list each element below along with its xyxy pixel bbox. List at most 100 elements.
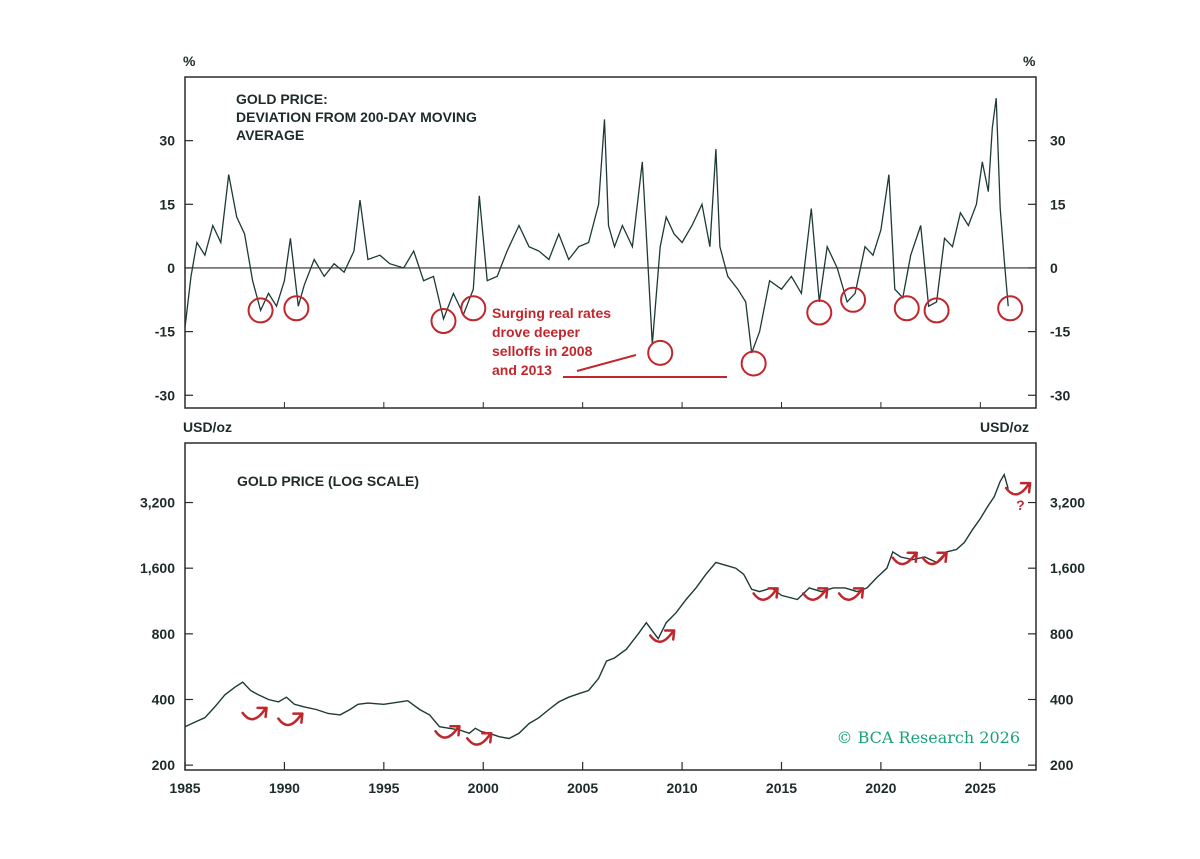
rebound-arrow-curve (837, 589, 863, 601)
rebound-arrow (891, 551, 919, 566)
top-y-tick-label-left: -30 (155, 387, 175, 403)
top-title-line: DEVIATION FROM 200-DAY MOVING (236, 109, 477, 125)
x-tick-label: 2005 (567, 780, 598, 796)
top-panel-frame (184, 76, 1037, 409)
rebound-arrow-head (256, 706, 268, 719)
question-mark: ? (1016, 497, 1025, 513)
selloff-circle (893, 295, 920, 322)
rebound-arrow-curve (466, 734, 491, 746)
x-tick-label: 1995 (368, 780, 399, 796)
selloff-circle (923, 297, 950, 324)
rebound-arrow (752, 587, 779, 601)
bottom-panel-title: GOLD PRICE (LOG SCALE) (237, 473, 419, 489)
top-y-tick-label-right: 0 (1050, 260, 1058, 276)
bottom-y-tick-label-right: 800 (1050, 626, 1074, 642)
x-tick-label: 2000 (468, 780, 499, 796)
rebound-arrow-curve (891, 553, 917, 566)
top-y-tick-label-left: 30 (159, 133, 175, 149)
rebound-arrow-curve (241, 708, 266, 721)
selloff-circle (997, 295, 1024, 322)
x-tick-label: 1985 (169, 780, 200, 796)
bottom-y-tick-label-left: 800 (152, 626, 176, 642)
top-y-tick-label-left: 15 (159, 196, 175, 212)
rebound-arrow-head (481, 732, 493, 744)
rebound-arrow-head (292, 712, 304, 724)
top-y-tick-label-left: -15 (155, 324, 175, 340)
rebound-arrow-head (449, 725, 461, 737)
selloff-circle (647, 339, 674, 366)
rebound-arrow-head (767, 587, 779, 599)
rebound-arrow-curve (921, 553, 946, 566)
bottom-unit-right: USD/oz (980, 419, 1029, 435)
rebound-arrow-curve (802, 589, 827, 601)
bottom-unit-left: USD/oz (183, 419, 232, 435)
x-tick-label: 2020 (865, 780, 896, 796)
rebound-arrow (434, 725, 461, 739)
top-panel-title: GOLD PRICE: DEVIATION FROM 200-DAY MOVIN… (236, 91, 481, 143)
bottom-y-tick-label-left: 200 (152, 757, 176, 773)
annotation-pointer-2008 (576, 354, 637, 372)
selloff-circle (740, 350, 767, 377)
top-y-tick-label-right: -15 (1050, 324, 1070, 340)
top-y-tick-label-left: 0 (167, 260, 175, 276)
selloff-circle (806, 299, 833, 326)
bottom-y-tick-label-left: 3,200 (140, 495, 175, 511)
bottom-y-tick-label-right: 200 (1050, 757, 1074, 773)
selloff-circle (840, 286, 867, 313)
rebound-arrow-head (936, 551, 948, 563)
rebound-arrow-head (1019, 481, 1032, 494)
x-tick-label: 1990 (269, 780, 300, 796)
annotation-line: drove deeper (492, 324, 580, 340)
x-tick-label: 2025 (965, 780, 996, 796)
bottom-y-tick-label-right: 400 (1050, 691, 1074, 707)
credit-text: © BCA Research 2026 (837, 728, 1020, 747)
bottom-y-tick-label-right: 3,200 (1050, 495, 1085, 511)
x-tick-label: 2010 (667, 780, 698, 796)
top-unit-right: % (1023, 53, 1036, 69)
rebound-arrows (241, 481, 1032, 746)
top-y-tick-label-right: -30 (1050, 387, 1070, 403)
bottom-y-tick-label-left: 1,600 (140, 560, 175, 576)
real-rates-annotation: Surging real rates drove deeper selloffs… (492, 305, 615, 378)
top-title-line: GOLD PRICE: (236, 91, 328, 107)
rebound-arrow-curve (277, 714, 302, 727)
rebound-arrow (1004, 481, 1032, 496)
rebound-arrow (837, 587, 865, 601)
rebound-arrow-head (663, 629, 676, 641)
rebound-arrow-curve (1004, 483, 1030, 496)
top-y-tick-label-right: 15 (1050, 196, 1066, 212)
selloff-circles (247, 286, 1024, 377)
gold-price-series-line (184, 472, 1009, 740)
rebound-arrow-head (906, 551, 919, 563)
selloff-circle (460, 295, 487, 322)
annotation-line: selloffs in 2008 (492, 343, 593, 359)
top-title-line: AVERAGE (236, 127, 304, 143)
annotation-line: and 2013 (492, 362, 552, 378)
rebound-arrow-head (852, 587, 865, 599)
deviation-series-line (184, 98, 1009, 354)
bottom-panel: USD/oz USD/oz GOLD PRICE (LOG SCALE) 3,2… (140, 402, 1085, 796)
rebound-arrow (921, 551, 948, 566)
bottom-y-ticks: 3,200 3,200 1,600 1,600 800 800 400 400 200 200 (140, 495, 1085, 774)
rebound-arrow (466, 732, 493, 746)
top-y-tick-label-right: 30 (1050, 133, 1066, 149)
rebound-arrow (277, 712, 304, 727)
selloff-circle (430, 308, 457, 335)
selloff-circle (247, 297, 274, 324)
rebound-arrow (241, 706, 268, 721)
rebound-arrow-curve (752, 589, 777, 601)
selloff-circle (283, 295, 310, 322)
bottom-y-tick-label-right: 1,600 (1050, 560, 1085, 576)
top-unit-left: % (183, 53, 196, 69)
rebound-arrow (648, 629, 676, 643)
rebound-arrow-curve (434, 727, 459, 739)
top-panel: % % GOLD PRICE: DEVIATION FROM 200-DAY M… (155, 53, 1070, 409)
bottom-y-tick-label-left: 400 (152, 691, 176, 707)
x-axis-ticks: 1985 1990 1995 2000 2005 2010 2015 2020 2025 (169, 402, 996, 796)
rebound-arrow (802, 587, 829, 601)
x-tick-label: 2015 (766, 780, 797, 796)
rebound-arrow-head (817, 587, 829, 599)
rebound-arrow-curve (648, 631, 674, 643)
bottom-panel-frame (184, 442, 1037, 771)
